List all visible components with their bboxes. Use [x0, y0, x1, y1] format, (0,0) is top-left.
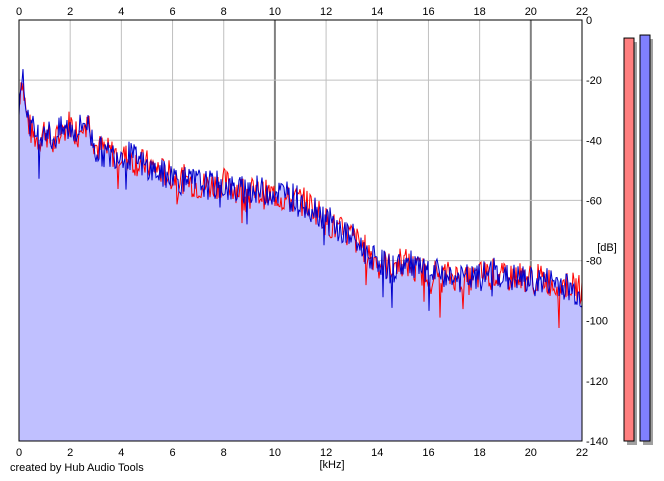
x-tick-top-3: 6 — [169, 6, 175, 18]
level-meters — [623, 34, 653, 446]
x-tick-bottom-3: 6 — [169, 447, 175, 459]
x-tick-top-4: 8 — [221, 6, 227, 18]
x-tick-bottom-10: 20 — [525, 447, 537, 459]
spectrum-area — [19, 69, 582, 441]
y-axis-label: [dB] — [597, 242, 617, 254]
y-tick-0: 0 — [586, 15, 592, 27]
y-tick-1: -20 — [586, 75, 602, 87]
x-tick-top-9: 18 — [474, 6, 486, 18]
x-tick-bottom-8: 16 — [422, 447, 434, 459]
x-tick-top-2: 4 — [118, 6, 124, 18]
x-tick-labels-top: 0 2 4 6 8 10 12 14 16 18 20 22 — [16, 6, 588, 18]
x-axis-label: [kHz] — [319, 459, 344, 471]
y-tick-2: -40 — [586, 135, 602, 147]
series-line-left — [18, 82, 583, 329]
level-meter-right — [639, 34, 651, 442]
x-tick-top-7: 14 — [371, 6, 383, 18]
series-line-right — [18, 69, 583, 311]
y-tick-4: -80 — [586, 256, 602, 268]
x-tick-bottom-6: 12 — [320, 447, 332, 459]
x-tick-top-0: 0 — [16, 6, 22, 18]
level-meter-left — [623, 37, 635, 442]
x-tick-top-1: 2 — [67, 6, 73, 18]
spectrum-fill — [19, 69, 582, 441]
x-tick-bottom-0: 0 — [16, 447, 22, 459]
x-tick-bottom-7: 14 — [371, 447, 383, 459]
x-tick-top-5: 10 — [269, 6, 281, 18]
y-tick-5: -100 — [586, 316, 608, 328]
x-tick-top-6: 12 — [320, 6, 332, 18]
x-tick-bottom-2: 4 — [118, 447, 124, 459]
y-tick-3: -60 — [586, 195, 602, 207]
spectrum-lines — [18, 69, 583, 329]
x-tick-top-10: 20 — [525, 6, 537, 18]
credit-text: created by Hub Audio Tools — [10, 462, 144, 474]
x-tick-bottom-9: 18 — [474, 447, 486, 459]
x-tick-bottom-4: 8 — [221, 447, 227, 459]
x-tick-top-8: 16 — [422, 6, 434, 18]
x-tick-labels-bottom: 0 2 4 6 8 10 12 14 16 18 20 22 — [16, 447, 588, 459]
y-tick-7: -140 — [586, 436, 608, 448]
x-tick-top-11: 22 — [576, 6, 588, 18]
x-tick-bottom-11: 22 — [576, 447, 588, 459]
plot-frame — [18, 19, 583, 442]
x-tick-bottom-1: 2 — [67, 447, 73, 459]
y-tick-6: -120 — [586, 376, 608, 388]
x-tick-bottom-5: 10 — [269, 447, 281, 459]
y-tick-labels: 0 -20 -40 -60 -80 -100 -120 -140 — [586, 15, 608, 448]
